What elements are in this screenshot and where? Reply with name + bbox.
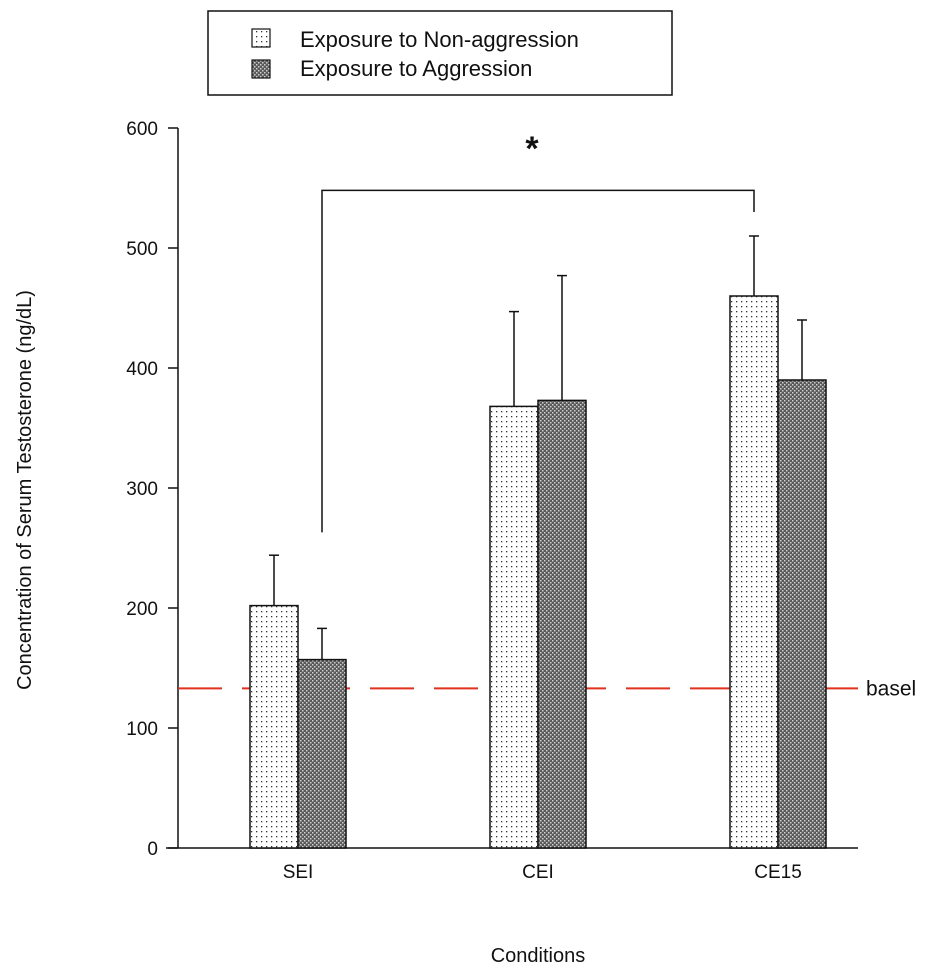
bar-dark-crosshatch [777, 379, 827, 849]
bar-dark-crosshatch [537, 399, 587, 849]
legend: Exposure to Non-aggression Exposure to A… [207, 10, 673, 96]
bars [249, 295, 827, 849]
legend-label-aggression: Exposure to Aggression [300, 56, 532, 81]
legend-swatch-non-aggression [251, 28, 271, 48]
y-tick-label: 600 [126, 119, 158, 140]
y-tick-label: 300 [126, 479, 158, 500]
y-ticks: 0 100 200 300 400 500 600 [126, 119, 178, 860]
x-categories: SEI CEI CE15 [283, 862, 802, 883]
x-category-label: SEI [283, 862, 314, 883]
bar-dark-crosshatch [297, 658, 347, 849]
y-tick-label: 100 [126, 719, 158, 740]
x-category-label: CEI [522, 862, 554, 883]
bar-dotted [489, 405, 539, 849]
x-axis-title: Conditions [491, 945, 586, 967]
bar-dotted [249, 604, 299, 849]
significance-line [321, 189, 755, 533]
legend-label-non-aggression: Exposure to Non-aggression [300, 27, 579, 52]
y-tick-label: 400 [126, 359, 158, 380]
y-tick-label: 500 [126, 239, 158, 260]
significance-bracket: * [321, 130, 755, 533]
y-tick-label: 200 [126, 599, 158, 620]
baseline-label: basel [866, 677, 916, 700]
significance-star: * [525, 130, 539, 168]
bar-dotted [729, 295, 779, 849]
legend-box [207, 10, 673, 96]
y-tick-label: 0 [147, 839, 158, 860]
x-category-label: CE15 [754, 862, 802, 883]
legend-swatch-aggression [251, 59, 271, 79]
error-bars [269, 235, 807, 660]
y-axis-title: Concentration of Serum Testosterone (ng/… [14, 290, 36, 690]
